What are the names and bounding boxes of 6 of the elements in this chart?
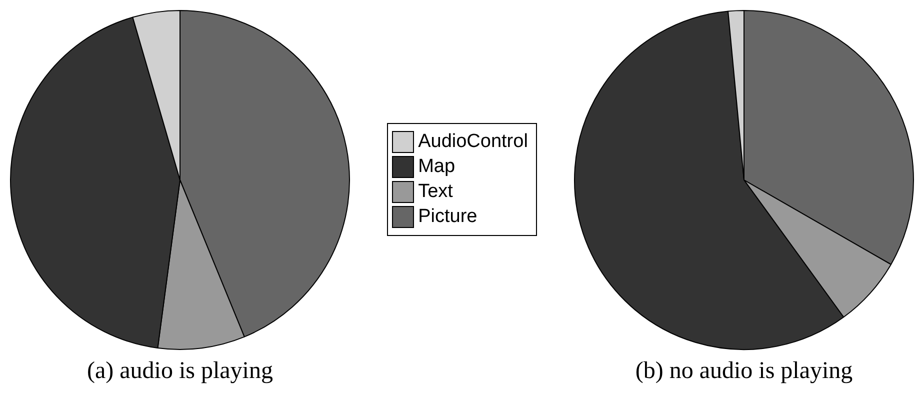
text: (b) no audio is playing	[635, 358, 853, 385]
legend-label: Text	[418, 181, 453, 203]
legend-label: Map	[418, 156, 456, 178]
legend-label: AudioControl	[418, 131, 528, 153]
text: (a) audio is playing	[87, 358, 273, 385]
legend-label: Picture	[418, 206, 478, 228]
